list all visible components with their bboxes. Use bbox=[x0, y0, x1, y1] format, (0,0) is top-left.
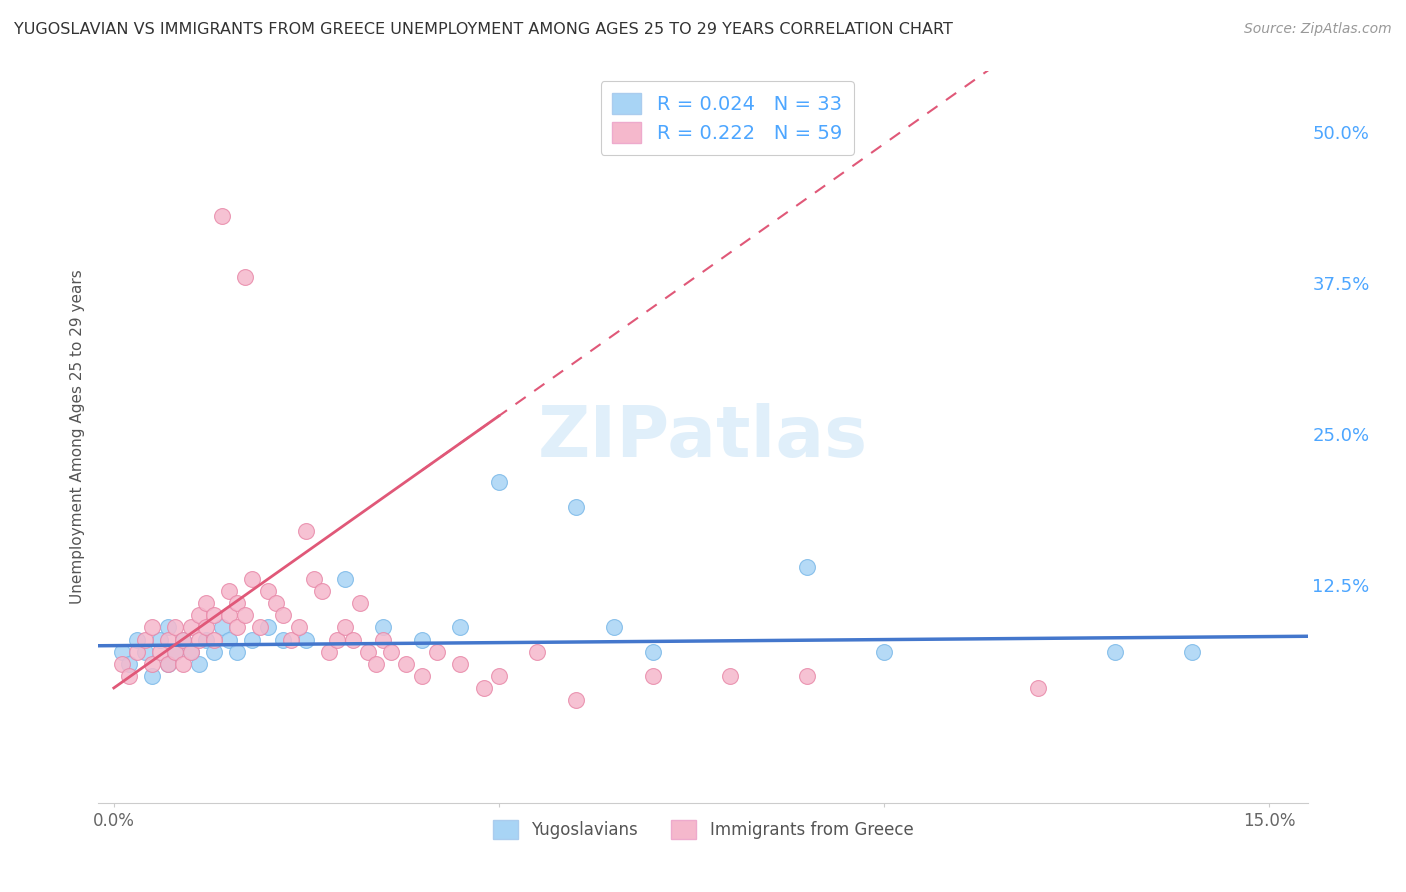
Point bbox=[411, 632, 433, 647]
Point bbox=[226, 596, 249, 610]
Point bbox=[449, 620, 471, 634]
Point bbox=[311, 584, 333, 599]
Point bbox=[242, 632, 264, 647]
Point bbox=[172, 657, 194, 671]
Point bbox=[271, 608, 294, 623]
Y-axis label: Unemployment Among Ages 25 to 29 years: Unemployment Among Ages 25 to 29 years bbox=[69, 269, 84, 605]
Point bbox=[796, 669, 818, 683]
Point bbox=[156, 657, 179, 671]
Point bbox=[796, 560, 818, 574]
Point bbox=[118, 657, 141, 671]
Point bbox=[395, 657, 418, 671]
Point bbox=[280, 632, 302, 647]
Point bbox=[357, 645, 380, 659]
Point bbox=[718, 669, 741, 683]
Point bbox=[449, 657, 471, 671]
Point bbox=[380, 645, 402, 659]
Point bbox=[110, 645, 132, 659]
Point bbox=[641, 645, 664, 659]
Text: Source: ZipAtlas.com: Source: ZipAtlas.com bbox=[1244, 22, 1392, 37]
Point bbox=[333, 572, 356, 586]
Point bbox=[271, 632, 294, 647]
Point bbox=[134, 632, 156, 647]
Point bbox=[195, 620, 218, 634]
Point bbox=[218, 608, 240, 623]
Point bbox=[180, 645, 202, 659]
Point bbox=[172, 632, 194, 647]
Point bbox=[342, 632, 364, 647]
Point bbox=[603, 620, 626, 634]
Point bbox=[202, 632, 225, 647]
Point bbox=[526, 645, 548, 659]
Point bbox=[295, 632, 318, 647]
Point bbox=[180, 620, 202, 634]
Point bbox=[180, 645, 202, 659]
Point bbox=[141, 657, 163, 671]
Point bbox=[172, 632, 194, 647]
Point bbox=[233, 269, 256, 284]
Point bbox=[226, 620, 249, 634]
Point bbox=[149, 632, 172, 647]
Point bbox=[318, 645, 340, 659]
Point bbox=[165, 620, 187, 634]
Point bbox=[226, 645, 249, 659]
Point bbox=[873, 645, 896, 659]
Point bbox=[149, 645, 172, 659]
Point bbox=[187, 657, 209, 671]
Point bbox=[295, 524, 318, 538]
Legend: Yugoslavians, Immigrants from Greece: Yugoslavians, Immigrants from Greece bbox=[486, 814, 920, 846]
Point bbox=[156, 620, 179, 634]
Point bbox=[565, 500, 588, 514]
Point bbox=[211, 620, 233, 634]
Point bbox=[156, 657, 179, 671]
Point bbox=[242, 572, 264, 586]
Text: ZIPatlas: ZIPatlas bbox=[538, 402, 868, 472]
Point bbox=[333, 620, 356, 634]
Point bbox=[125, 632, 148, 647]
Point bbox=[326, 632, 349, 647]
Point bbox=[257, 620, 280, 634]
Point bbox=[195, 596, 218, 610]
Text: YUGOSLAVIAN VS IMMIGRANTS FROM GREECE UNEMPLOYMENT AMONG AGES 25 TO 29 YEARS COR: YUGOSLAVIAN VS IMMIGRANTS FROM GREECE UN… bbox=[14, 22, 953, 37]
Point bbox=[141, 669, 163, 683]
Point bbox=[165, 645, 187, 659]
Point bbox=[373, 620, 395, 634]
Point bbox=[488, 669, 510, 683]
Point bbox=[118, 669, 141, 683]
Point bbox=[287, 620, 309, 634]
Point bbox=[187, 608, 209, 623]
Point bbox=[202, 608, 225, 623]
Point bbox=[141, 620, 163, 634]
Point bbox=[125, 645, 148, 659]
Point bbox=[156, 632, 179, 647]
Point bbox=[233, 608, 256, 623]
Point bbox=[641, 669, 664, 683]
Point bbox=[364, 657, 387, 671]
Point bbox=[187, 632, 209, 647]
Point bbox=[257, 584, 280, 599]
Point bbox=[218, 632, 240, 647]
Point bbox=[134, 645, 156, 659]
Point bbox=[264, 596, 287, 610]
Point bbox=[411, 669, 433, 683]
Point bbox=[165, 645, 187, 659]
Point bbox=[472, 681, 495, 695]
Point bbox=[565, 693, 588, 707]
Point bbox=[218, 584, 240, 599]
Point bbox=[195, 632, 218, 647]
Point bbox=[211, 210, 233, 224]
Point bbox=[349, 596, 371, 610]
Point bbox=[1026, 681, 1049, 695]
Point bbox=[488, 475, 510, 490]
Point bbox=[1181, 645, 1204, 659]
Point bbox=[373, 632, 395, 647]
Point bbox=[302, 572, 325, 586]
Point bbox=[1104, 645, 1126, 659]
Point bbox=[426, 645, 449, 659]
Point bbox=[249, 620, 271, 634]
Point bbox=[202, 645, 225, 659]
Point bbox=[110, 657, 132, 671]
